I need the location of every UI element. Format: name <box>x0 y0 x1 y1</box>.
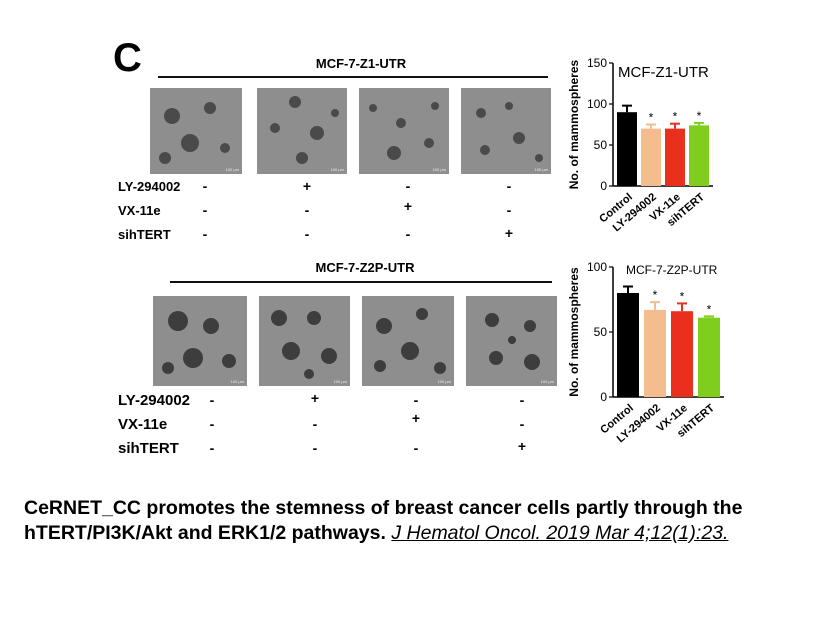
significance-marker: * <box>649 111 654 125</box>
top-sign: + <box>403 198 413 214</box>
scale-bar-label: 100 μm <box>230 379 244 384</box>
bottom-row-label-3: sihTERT <box>118 440 179 457</box>
y-tick-label: 50 <box>594 138 608 152</box>
bar <box>698 317 720 397</box>
top-row-label-1: LY-294002 <box>118 179 181 194</box>
bottom-row-label-1: LY-294002 <box>118 392 191 409</box>
y-tick-label: 100 <box>587 260 607 274</box>
bar <box>671 311 693 397</box>
scale-bar-label: 100 μm <box>330 167 344 172</box>
bottom-sign: + <box>517 438 527 454</box>
bottom-sign: - <box>312 416 318 432</box>
significance-marker: * <box>697 109 702 123</box>
bottom-sign: + <box>310 390 320 406</box>
top-sign: - <box>202 178 208 194</box>
bottom-title-underline <box>170 281 552 283</box>
bottom-sign: - <box>519 392 525 408</box>
y-tick-label: 150 <box>587 56 607 70</box>
scale-bar-label: 100 μm <box>432 167 446 172</box>
micrograph-bottom-1: 100 μm <box>153 296 247 386</box>
bar-chart-top: No. of mammospheres 050100150MCF-Z1-UTRCo… <box>567 56 713 234</box>
top-sign: - <box>405 178 411 194</box>
y-axis-label: No. of mammospheres <box>567 267 581 397</box>
significance-marker: * <box>707 302 712 316</box>
scale-bar-label: 100 μm <box>437 379 451 384</box>
panel-letter: C <box>113 36 142 80</box>
top-sign: + <box>504 225 514 241</box>
micrograph-bottom-2: 100 μm <box>259 296 350 386</box>
y-tick-label: 0 <box>600 390 607 404</box>
top-sign: - <box>506 178 512 194</box>
bottom-sign: - <box>209 416 215 432</box>
chart-title: MCF-7-Z2P-UTR <box>626 263 718 277</box>
scale-bar-label: 100 μm <box>534 167 548 172</box>
micrograph-top-4: 100 μm <box>461 88 551 174</box>
scale-bar-label: 100 μm <box>540 379 554 384</box>
top-sign: - <box>202 202 208 218</box>
bar <box>689 125 709 186</box>
y-tick-label: 50 <box>594 325 608 339</box>
significance-marker: * <box>653 288 658 302</box>
top-sign: - <box>405 226 411 242</box>
bottom-sign: - <box>209 440 215 456</box>
bottom-sign: + <box>411 410 421 426</box>
bottom-sign: - <box>312 440 318 456</box>
bar <box>644 309 666 397</box>
scale-bar-label: 100 μm <box>333 379 347 384</box>
significance-marker: * <box>680 289 685 303</box>
caption-text: CeRNET_CC promotes the stemness of breas… <box>24 497 743 544</box>
bar <box>617 112 637 186</box>
top-sign: - <box>304 226 310 242</box>
bottom-sign: - <box>413 392 419 408</box>
scale-bar-label: 100 μm <box>225 167 239 172</box>
significance-marker: * <box>673 110 678 124</box>
y-axis-label: No. of mammospheres <box>567 59 581 189</box>
top-sign: - <box>202 226 208 242</box>
micrograph-top-3: 100 μm <box>359 88 449 174</box>
bottom-row-label-2: VX-11e <box>118 416 168 433</box>
bar <box>617 293 639 397</box>
bar <box>665 128 685 186</box>
top-title-underline <box>158 76 548 78</box>
micrograph-bottom-3: 100 μm <box>362 296 454 386</box>
bar <box>641 128 661 186</box>
bottom-set-title: MCF-7-Z2P-UTR <box>315 260 415 275</box>
top-row-label-2: VX-11e <box>118 203 161 218</box>
bottom-sign: - <box>413 440 419 456</box>
chart-title: MCF-Z1-UTR <box>618 64 709 81</box>
y-tick-label: 100 <box>587 97 607 111</box>
citation-link[interactable]: J Hematol Oncol. 2019 Mar 4;12(1):23. <box>391 522 729 544</box>
bottom-sign: - <box>209 392 215 408</box>
top-set-title: MCF-7-Z1-UTR <box>315 56 407 71</box>
top-sign: - <box>304 202 310 218</box>
top-row-label-3: sihTERT <box>118 227 171 242</box>
micrograph-top-1: 100 μm <box>150 88 242 174</box>
figure-caption: CeRNET_CC promotes the stemness of breas… <box>24 496 814 546</box>
top-sign: + <box>302 178 312 194</box>
bottom-sign: - <box>519 416 525 432</box>
micrograph-bottom-4: 100 μm <box>466 296 557 386</box>
y-tick-label: 0 <box>600 179 607 193</box>
micrograph-top-2: 100 μm <box>257 88 347 174</box>
top-sign: - <box>506 202 512 218</box>
